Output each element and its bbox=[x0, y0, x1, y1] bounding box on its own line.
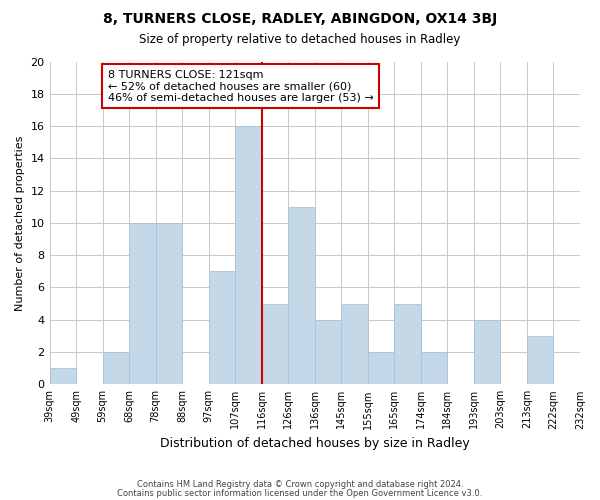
Bar bbox=[315, 320, 341, 384]
Bar bbox=[341, 304, 368, 384]
Bar bbox=[288, 207, 315, 384]
Bar bbox=[129, 223, 155, 384]
Bar bbox=[474, 320, 500, 384]
Text: Size of property relative to detached houses in Radley: Size of property relative to detached ho… bbox=[139, 32, 461, 46]
Bar bbox=[103, 352, 129, 384]
Bar bbox=[368, 352, 394, 384]
Text: 8, TURNERS CLOSE, RADLEY, ABINGDON, OX14 3BJ: 8, TURNERS CLOSE, RADLEY, ABINGDON, OX14… bbox=[103, 12, 497, 26]
Bar bbox=[394, 304, 421, 384]
Y-axis label: Number of detached properties: Number of detached properties bbox=[15, 135, 25, 310]
Bar bbox=[235, 126, 262, 384]
Bar bbox=[155, 223, 182, 384]
Bar bbox=[209, 272, 235, 384]
Bar bbox=[262, 304, 288, 384]
Bar bbox=[421, 352, 448, 384]
Text: 8 TURNERS CLOSE: 121sqm
← 52% of detached houses are smaller (60)
46% of semi-de: 8 TURNERS CLOSE: 121sqm ← 52% of detache… bbox=[108, 70, 374, 103]
Text: Contains public sector information licensed under the Open Government Licence v3: Contains public sector information licen… bbox=[118, 488, 482, 498]
Text: Contains HM Land Registry data © Crown copyright and database right 2024.: Contains HM Land Registry data © Crown c… bbox=[137, 480, 463, 489]
X-axis label: Distribution of detached houses by size in Radley: Distribution of detached houses by size … bbox=[160, 437, 470, 450]
Bar bbox=[527, 336, 553, 384]
Bar bbox=[50, 368, 76, 384]
